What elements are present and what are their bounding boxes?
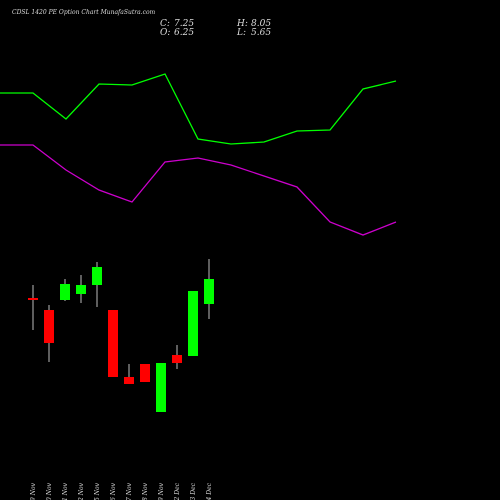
x-tick-label: 27 Nov [126, 482, 133, 500]
x-tick-label: 21 Nov [62, 482, 69, 500]
candle-body [108, 310, 118, 377]
x-tick-label: 04 Dec [206, 482, 213, 500]
x-tick-label: 26 Nov [110, 482, 117, 500]
stat-label: C: [160, 19, 170, 29]
candle-body [204, 279, 214, 304]
stat-label: H: [236, 19, 248, 29]
candle-body [28, 298, 38, 300]
candle-body [140, 364, 150, 382]
stat-label: L: [236, 28, 246, 38]
x-tick-label: 02 Dec [174, 482, 181, 500]
x-tick-label: 20 Nov [46, 482, 53, 500]
candle-body [188, 291, 198, 356]
chart-title: CDSL 1420 PE Option Chart MunafaSutra.co… [12, 9, 156, 16]
x-tick-label: 28 Nov [142, 482, 149, 500]
stat-value: 6.25 [174, 28, 194, 38]
x-tick-label: 29 Nov [158, 482, 165, 500]
x-tick-label: 19 Nov [30, 482, 37, 500]
stat-value: 8.05 [251, 19, 271, 29]
candle-body [44, 310, 54, 343]
candle-body [60, 284, 70, 300]
candle-body [76, 285, 86, 294]
candle-body [156, 363, 166, 412]
candle-body [92, 267, 102, 285]
indicator-line [0, 73, 397, 145]
stat-label: O: [160, 28, 170, 38]
stat-value: 5.65 [251, 28, 271, 38]
x-tick-label: 22 Nov [78, 482, 85, 500]
candle-body [172, 355, 182, 363]
candle-body [124, 377, 134, 384]
stat-value: 7.25 [174, 19, 194, 29]
indicator-line [0, 144, 397, 236]
x-tick-label: 25 Nov [94, 482, 101, 500]
x-tick-label: 03 Dec [190, 482, 197, 500]
